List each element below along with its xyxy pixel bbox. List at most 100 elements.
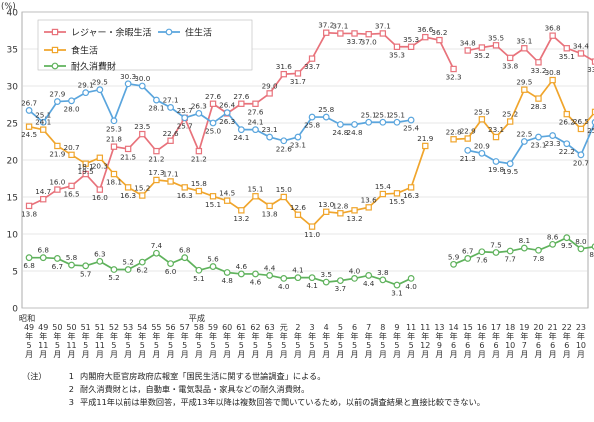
data-point bbox=[252, 126, 259, 134]
data-point bbox=[124, 145, 132, 153]
data-point bbox=[351, 275, 358, 282]
data-label: 6.8 bbox=[23, 261, 35, 270]
data-label: 5.6 bbox=[207, 255, 219, 264]
y-unit-label: (%) bbox=[1, 2, 16, 12]
data-point bbox=[337, 30, 344, 37]
data-label: 27.6 bbox=[205, 92, 221, 101]
x-tick-year: 4 bbox=[324, 323, 329, 332]
x-tick-month-unit: 月 bbox=[322, 350, 330, 359]
x-tick-month-unit: 月 bbox=[492, 350, 500, 359]
data-label: 16.3 bbox=[120, 191, 136, 200]
data-label: 12.6 bbox=[290, 203, 306, 212]
x-tick-year-unit: 年 bbox=[464, 331, 472, 341]
data-label: 21.9 bbox=[417, 134, 433, 143]
x-tick-month-unit: 月 bbox=[68, 350, 76, 359]
x-tick-year: 62 bbox=[250, 323, 260, 332]
data-point bbox=[393, 190, 401, 197]
data-point bbox=[68, 151, 75, 159]
x-tick-month: 7 bbox=[522, 341, 527, 350]
data-label: 16.0 bbox=[49, 178, 65, 187]
y-tick-label: 30 bbox=[7, 83, 19, 93]
data-point bbox=[96, 186, 104, 193]
data-label: 16.0 bbox=[92, 193, 108, 202]
data-point bbox=[40, 196, 47, 203]
data-label: 24.1 bbox=[35, 118, 51, 127]
data-label: 22.8 bbox=[446, 127, 462, 136]
x-tick-month: 5 bbox=[196, 341, 201, 350]
data-point bbox=[209, 263, 217, 270]
x-tick-month-unit: 月 bbox=[209, 350, 217, 359]
x-tick-year: 3 bbox=[310, 323, 315, 332]
data-point bbox=[563, 110, 570, 118]
footnote-number: 3 bbox=[68, 397, 74, 408]
x-tick-year-unit: 年 bbox=[365, 331, 373, 341]
x-tick-year: 50 bbox=[52, 323, 62, 332]
x-tick-month: 5 bbox=[182, 341, 187, 350]
data-label: 13.2 bbox=[347, 214, 363, 223]
data-point bbox=[549, 32, 556, 39]
x-tick-month-unit: 月 bbox=[563, 350, 571, 359]
data-point bbox=[591, 108, 594, 116]
data-point bbox=[407, 184, 415, 191]
x-tick-year: 51 bbox=[95, 323, 105, 332]
data-point bbox=[25, 254, 33, 262]
x-tick-year: 56 bbox=[165, 323, 175, 332]
x-tick-month-unit: 月 bbox=[280, 350, 288, 359]
data-point bbox=[549, 76, 556, 84]
x-tick-year-unit: 年 bbox=[336, 331, 344, 341]
x-tick-year: 54 bbox=[137, 323, 147, 332]
data-point bbox=[266, 90, 273, 97]
data-point bbox=[167, 178, 174, 185]
x-tick-month: 5 bbox=[409, 341, 414, 350]
data-point bbox=[195, 147, 203, 155]
data-label: 13.8 bbox=[21, 209, 37, 218]
x-tick-year: 53 bbox=[123, 323, 133, 332]
data-label: 13.0 bbox=[318, 200, 334, 209]
x-tick-month-unit: 月 bbox=[152, 350, 160, 359]
x-tick-month: 5 bbox=[281, 341, 286, 350]
x-tick-month: 5 bbox=[140, 341, 145, 350]
x-tick-year: 59 bbox=[208, 323, 218, 332]
x-tick-month: 5 bbox=[324, 341, 329, 350]
data-label: 4.4 bbox=[363, 279, 375, 288]
x-tick-month-unit: 月 bbox=[549, 350, 557, 359]
x-tick-month: 5 bbox=[154, 341, 159, 350]
x-tick-month-unit: 月 bbox=[351, 350, 359, 359]
data-label: 35.3 bbox=[389, 50, 405, 59]
data-point bbox=[167, 104, 174, 111]
data-point bbox=[464, 255, 472, 262]
y-tick-label: 0 bbox=[12, 305, 18, 315]
data-label: 23.1 bbox=[290, 141, 306, 150]
data-label: 19.5 bbox=[78, 167, 94, 176]
data-point bbox=[96, 86, 104, 94]
footnote-number: 1 bbox=[68, 371, 74, 381]
x-tick-month-unit: 月 bbox=[308, 350, 316, 359]
x-tick-month-unit: 月 bbox=[450, 350, 458, 359]
data-label: 28.1 bbox=[148, 104, 164, 113]
data-label: 15.1 bbox=[205, 200, 221, 209]
data-label: 4.0 bbox=[278, 282, 290, 291]
data-point bbox=[549, 132, 557, 139]
data-label: 25.0 bbox=[205, 127, 221, 136]
data-point bbox=[238, 100, 245, 107]
data-label: 27.1 bbox=[163, 95, 179, 104]
x-tick-year-unit: 年 bbox=[492, 331, 500, 341]
x-tick-year: 5 bbox=[338, 323, 343, 332]
data-label: 27.6 bbox=[247, 107, 263, 116]
x-tick-month: 5 bbox=[111, 341, 116, 350]
x-tick-month: 5 bbox=[168, 341, 173, 350]
x-tick-year-unit: 年 bbox=[237, 331, 245, 341]
data-point bbox=[252, 100, 259, 107]
data-point bbox=[223, 269, 231, 276]
x-tick-year-unit: 年 bbox=[577, 331, 585, 341]
data-label: 5.1 bbox=[193, 274, 204, 283]
x-tick-year-unit: 年 bbox=[379, 331, 387, 341]
x-era-label: 平成 bbox=[189, 313, 205, 323]
data-point bbox=[535, 95, 542, 102]
data-point bbox=[563, 234, 571, 242]
data-point bbox=[82, 262, 90, 270]
data-label: 35.2 bbox=[474, 51, 490, 60]
data-label: 7.5 bbox=[490, 241, 501, 250]
x-tick-month-unit: 月 bbox=[82, 350, 90, 359]
data-label: 33.2 bbox=[530, 66, 546, 75]
